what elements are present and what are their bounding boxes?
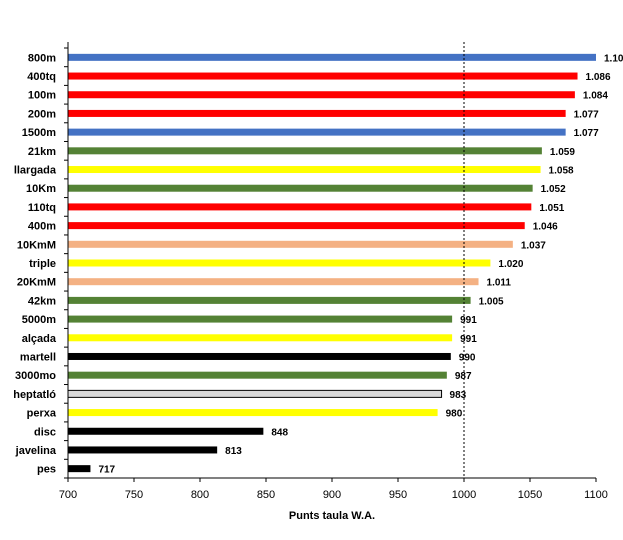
- bar-4: [68, 128, 566, 136]
- value-label: 991: [460, 334, 477, 345]
- category-label: 1500m: [22, 127, 56, 139]
- value-label: 848: [271, 427, 288, 438]
- category-label: perxa: [27, 408, 57, 420]
- category-label: 20KmM: [17, 277, 56, 289]
- value-label: 987: [455, 371, 472, 382]
- category-labels: 800m 400tq 100m 200m 1500m 21km llargada 10Km 11…: [13, 52, 57, 475]
- value-label: 1.059: [550, 147, 575, 158]
- value-label: 983: [450, 390, 467, 401]
- value-label: 1.077: [574, 128, 599, 139]
- value-label: 1.052: [541, 184, 566, 195]
- x-tick-label: 950: [389, 489, 407, 501]
- value-label: 1.020: [498, 259, 523, 270]
- category-label: disc: [34, 426, 56, 438]
- category-label: 10Km: [26, 183, 56, 195]
- category-label: martell: [20, 351, 56, 363]
- value-label: 1.051: [539, 203, 564, 214]
- value-label: 980: [446, 409, 463, 420]
- value-label: 1.084: [583, 91, 608, 102]
- category-label: 42km: [28, 295, 56, 307]
- bars-group: [67, 53, 596, 473]
- bar-7: [68, 184, 533, 192]
- category-label: javelina: [15, 445, 57, 457]
- category-label: heptatló: [13, 389, 56, 401]
- x-tick-label: 900: [323, 489, 341, 501]
- category-label: 200m: [28, 108, 56, 120]
- bar-6: [68, 166, 541, 174]
- value-label: 1.077: [574, 109, 599, 120]
- category-label: 800m: [28, 52, 56, 64]
- category-label: triple: [29, 258, 56, 270]
- bar-11: [68, 259, 491, 267]
- bar-8: [68, 203, 532, 211]
- x-tick-label: 1100: [584, 489, 608, 501]
- x-tick-label: 700: [59, 489, 77, 501]
- category-label: alçada: [22, 333, 57, 345]
- bar-5: [68, 147, 542, 155]
- value-labels: 1.100 1.086 1.084 1.077 1.077 1.059 1.058 1.052…: [98, 53, 623, 475]
- category-label: pes: [37, 464, 56, 476]
- bar-17: [68, 371, 447, 379]
- bar-10: [68, 240, 513, 248]
- category-label: 5000m: [22, 314, 56, 326]
- bar-22: [68, 465, 91, 473]
- bar-21: [68, 446, 218, 454]
- category-label: 100m: [28, 90, 56, 102]
- bar-12: [68, 278, 479, 286]
- x-tick-label: 1000: [452, 489, 476, 501]
- value-label: 1.005: [479, 296, 504, 307]
- bar-1: [68, 72, 578, 80]
- bar-15: [68, 334, 453, 342]
- category-label: 21km: [28, 146, 56, 158]
- bar-13: [68, 296, 471, 304]
- category-label: 3000mo: [15, 370, 56, 382]
- value-label: 1.046: [533, 222, 558, 233]
- axes-group: 700 750 800 850 900 950 1000 1050 1100: [59, 42, 608, 501]
- value-label: 1.037: [521, 240, 546, 251]
- bar-18: [67, 389, 443, 398]
- value-label: 717: [98, 465, 115, 476]
- bar-9: [68, 222, 525, 230]
- x-tick-label: 800: [191, 489, 209, 501]
- bar-16: [68, 352, 451, 360]
- value-label: 1.058: [549, 166, 574, 177]
- bar-20: [68, 427, 264, 435]
- value-label: 991: [460, 315, 477, 326]
- category-label: 400tq: [27, 71, 56, 83]
- bar-14: [68, 315, 453, 323]
- x-axis-title: Punts taula W.A.: [289, 510, 375, 522]
- category-label: 400m: [28, 221, 56, 233]
- bar-0: [68, 53, 596, 61]
- category-label: llargada: [14, 165, 57, 177]
- bar-3: [68, 109, 566, 117]
- bar-19: [68, 409, 438, 417]
- value-label: 1.086: [586, 72, 611, 83]
- x-tick-label: 750: [125, 489, 143, 501]
- x-tick-label: 850: [257, 489, 275, 501]
- bar-2: [68, 91, 575, 99]
- value-label: 1.100: [604, 53, 623, 64]
- category-label: 110tq: [28, 202, 56, 214]
- category-label: 10KmM: [17, 239, 56, 251]
- value-label: 990: [459, 352, 476, 363]
- value-label: 813: [225, 446, 242, 457]
- value-label: 1.011: [487, 278, 512, 289]
- x-tick-label: 1050: [518, 489, 542, 501]
